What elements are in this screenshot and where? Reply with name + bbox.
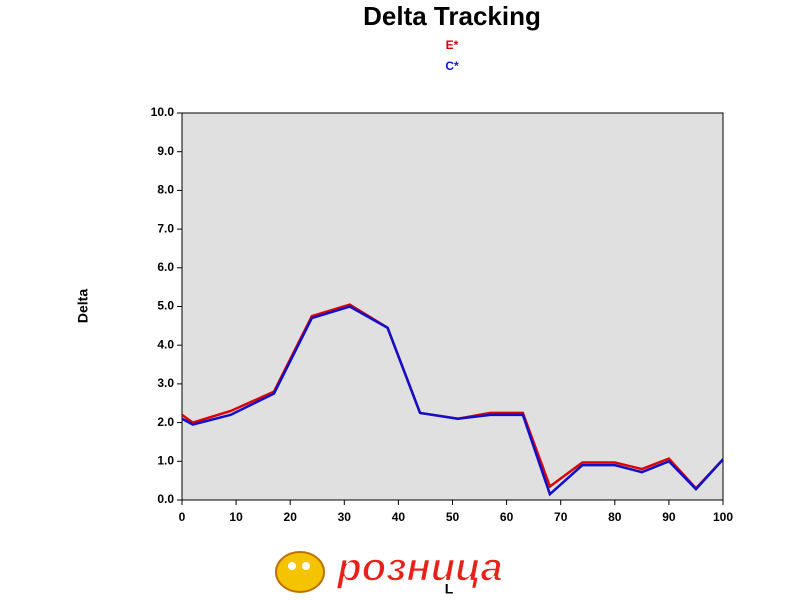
logo-eye <box>288 562 296 570</box>
x-tick-label: 30 <box>338 510 352 524</box>
legend-label: E* <box>446 38 459 52</box>
y-tick-label: 5.0 <box>157 299 174 313</box>
plot-area <box>181 112 724 501</box>
line-series <box>181 305 724 497</box>
x-tick-label: 20 <box>284 510 298 524</box>
y-tick-label: 6.0 <box>157 260 174 274</box>
x-tick-label: 40 <box>392 510 406 524</box>
y-tick-label: 8.0 <box>157 183 174 197</box>
legend-label: C* <box>445 59 459 73</box>
y-tick-label: 3.0 <box>157 376 174 390</box>
x-tick-label: 80 <box>608 510 622 524</box>
y-tick-label: 7.0 <box>157 221 174 235</box>
y-tick-label: 2.0 <box>157 415 174 429</box>
x-tick-label: 60 <box>500 510 514 524</box>
x-axis-label: L <box>445 581 454 597</box>
y-tick-label: 0.0 <box>157 492 174 506</box>
x-tick-label: 10 <box>229 510 243 524</box>
y-tick-label: 4.0 <box>157 337 174 351</box>
y-tick-label: 10.0 <box>151 105 175 119</box>
watermark-logo: розница <box>275 545 503 593</box>
x-tick-label: 100 <box>713 510 733 524</box>
logo-icon <box>275 551 325 593</box>
y-tick-label: 1.0 <box>157 453 174 467</box>
watermark-text: розница <box>336 546 502 590</box>
chart-title: Delta Tracking <box>363 1 541 31</box>
x-tick-label: 0 <box>179 510 186 524</box>
y-axis-label: Delta <box>75 289 91 323</box>
logo-eye <box>302 562 310 570</box>
x-tick-label: 70 <box>554 510 568 524</box>
x-tick-label: 90 <box>662 510 676 524</box>
y-tick-label: 9.0 <box>157 144 174 158</box>
x-tick-label: 50 <box>446 510 460 524</box>
